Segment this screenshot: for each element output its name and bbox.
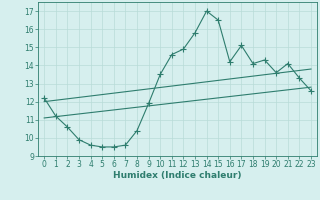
X-axis label: Humidex (Indice chaleur): Humidex (Indice chaleur) [113, 171, 242, 180]
